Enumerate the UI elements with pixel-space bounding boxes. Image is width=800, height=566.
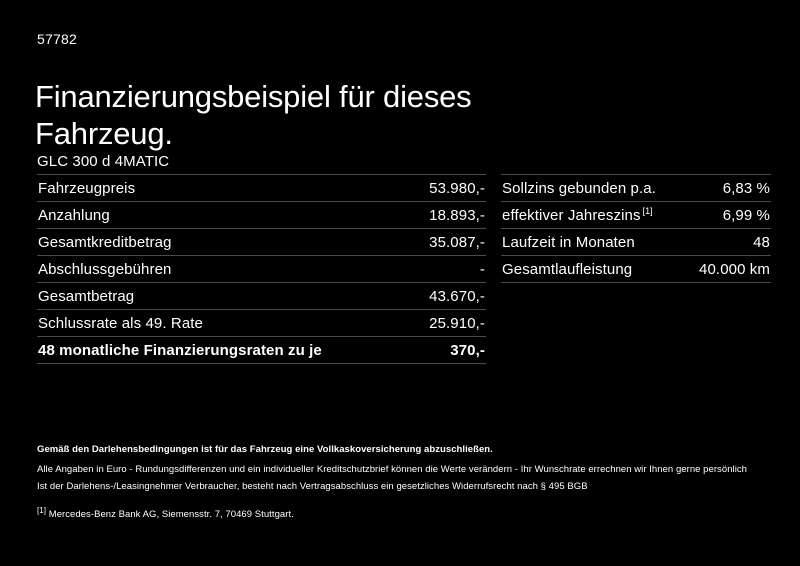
footer-disclaimer: Gemäß den Darlehensbedingungen ist für d… bbox=[37, 441, 777, 523]
row-label-text: Sollzins gebunden p.a. bbox=[502, 179, 656, 197]
row-label-text: Laufzeit in Monaten bbox=[502, 233, 635, 251]
footer-footnote: [1] Mercedes-Benz Bank AG, Siemensstr. 7… bbox=[37, 506, 777, 523]
table-row: Fahrzeugpreis 53.980,- bbox=[37, 174, 486, 202]
table-row: Abschlussgebühren - bbox=[37, 255, 486, 283]
row-label: effektiver Jahreszins [1] bbox=[501, 201, 662, 229]
table-row: Schlussrate als 49. Rate 25.910,- bbox=[37, 309, 486, 337]
table-row: 48 monatliche Finanzierungsraten zu je 37… bbox=[37, 336, 486, 364]
row-label: Laufzeit in Monaten bbox=[501, 228, 662, 256]
row-label: Anzahlung bbox=[37, 201, 338, 229]
table-row: Laufzeit in Monaten 48 bbox=[501, 228, 771, 256]
footnote-marker-icon: [1] bbox=[642, 205, 653, 216]
row-label: Gesamtbetrag bbox=[37, 282, 338, 310]
finance-table-left: Fahrzeugpreis 53.980,- Anzahlung 18.893,- Ge… bbox=[37, 174, 486, 364]
footnote-text: Mercedes-Benz Bank AG, Siemensstr. 7, 70… bbox=[48, 509, 294, 520]
row-value: - bbox=[338, 255, 486, 283]
row-label-text: effektiver Jahreszins bbox=[502, 206, 641, 224]
footnote-marker: [1] bbox=[37, 505, 47, 515]
row-value: 35.087,- bbox=[338, 228, 486, 256]
row-value: 6,83 % bbox=[662, 174, 771, 202]
footer-line-withdrawal: Ist der Darlehens-/Leasingnehmer Verbrau… bbox=[37, 481, 588, 492]
row-value: 25.910,- bbox=[338, 309, 486, 337]
finance-table-right-body: Sollzins gebunden p.a. 6,83 % effektiver J… bbox=[501, 174, 771, 283]
row-label: Abschlussgebühren bbox=[37, 255, 338, 283]
table-row: Gesamtbetrag 43.670,- bbox=[37, 282, 486, 310]
row-value: 48 bbox=[662, 228, 771, 256]
table-row: Gesamtlaufleistung 40.000 km bbox=[501, 255, 771, 283]
page-title: Finanzierungsbeispiel für dieses Fahrzeu… bbox=[35, 78, 472, 151]
row-value: 53.980,- bbox=[338, 174, 486, 202]
table-row: effektiver Jahreszins [1] 6,99 % bbox=[501, 201, 771, 229]
row-label: Gesamtkreditbetrag bbox=[37, 228, 338, 256]
row-label: Fahrzeugpreis bbox=[37, 174, 338, 202]
finance-table-right: Sollzins gebunden p.a. 6,83 % effektiver J… bbox=[501, 174, 771, 283]
row-label: Schlussrate als 49. Rate bbox=[37, 309, 338, 337]
table-row: Sollzins gebunden p.a. 6,83 % bbox=[501, 174, 771, 202]
footer-line-currency: Alle Angaben in Euro - Rundungsdifferenz… bbox=[37, 464, 747, 475]
row-value: 18.893,- bbox=[338, 201, 486, 229]
table-row: Gesamtkreditbetrag 35.087,- bbox=[37, 228, 486, 256]
row-value: 6,99 % bbox=[662, 201, 771, 229]
row-value: 43.670,- bbox=[338, 282, 486, 310]
finance-table-left-body: Fahrzeugpreis 53.980,- Anzahlung 18.893,- Ge… bbox=[37, 174, 486, 364]
row-label: Gesamtlaufleistung bbox=[501, 255, 662, 283]
footer-line-insurance: Gemäß den Darlehensbedingungen ist für d… bbox=[37, 444, 493, 455]
row-value: 40.000 km bbox=[662, 255, 771, 283]
row-label-text: Gesamtlaufleistung bbox=[502, 260, 633, 278]
row-label: Sollzins gebunden p.a. bbox=[501, 174, 662, 202]
vehicle-model-name: GLC 300 d 4MATIC bbox=[37, 153, 170, 170]
reference-number: 57782 bbox=[37, 31, 77, 47]
table-row: Anzahlung 18.893,- bbox=[37, 201, 486, 229]
row-label: 48 monatliche Finanzierungsraten zu je bbox=[37, 336, 338, 364]
row-value: 370,- bbox=[338, 336, 486, 364]
